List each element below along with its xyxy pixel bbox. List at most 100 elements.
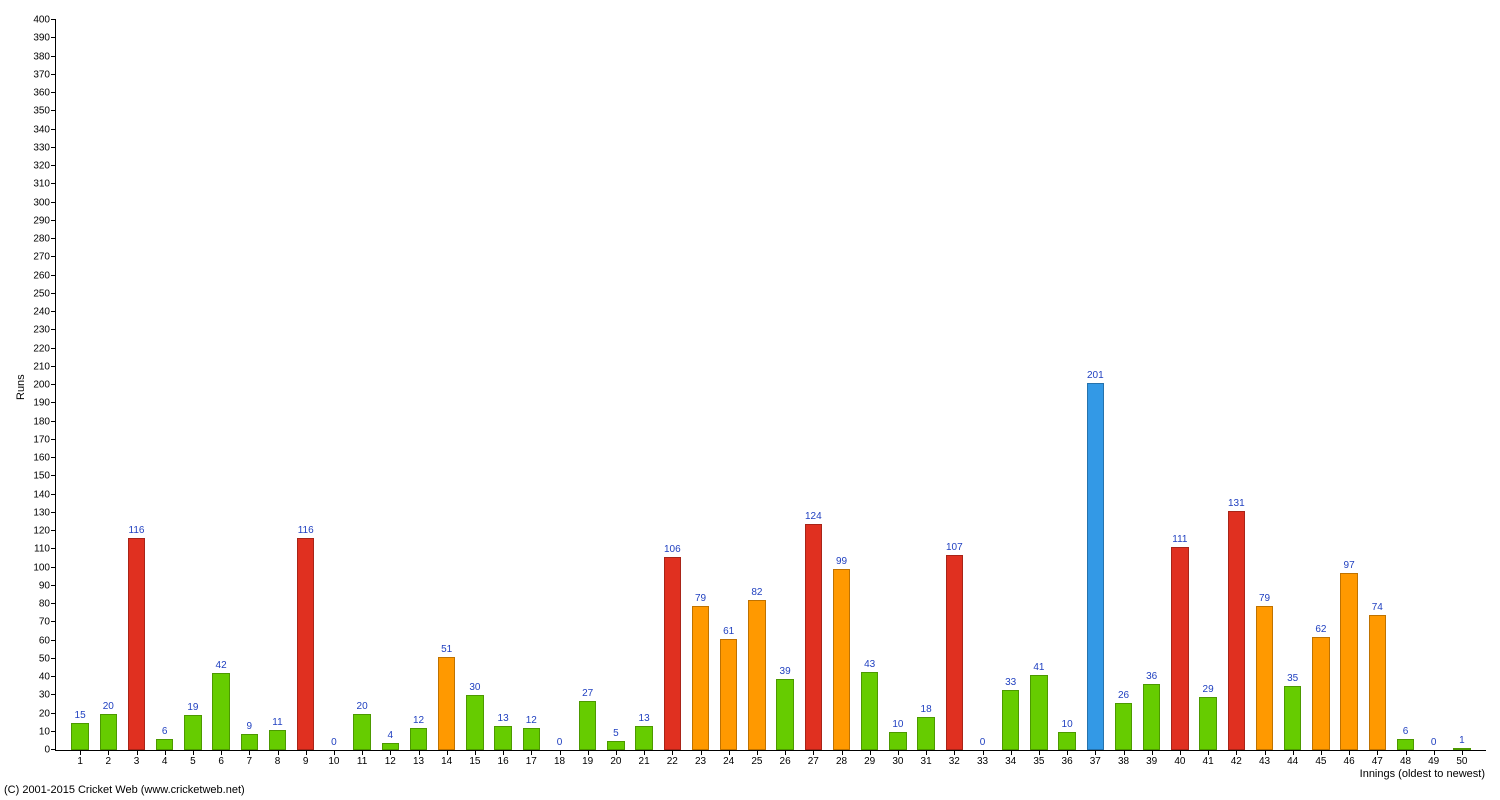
bar-value-label: 111 [1172,534,1187,545]
y-tick-label: 70 [39,617,56,628]
bar-value-label: 106 [664,544,681,555]
y-tick-mark [51,749,56,750]
bar [1312,637,1329,750]
y-tick-label: 360 [33,88,56,99]
bar-value-label: 10 [1062,719,1073,730]
x-tick-label: 25 [751,750,762,767]
y-tick-label: 210 [33,361,56,372]
bar-value-label: 6 [1403,726,1409,737]
y-tick-mark [51,366,56,367]
bar-value-label: 19 [187,702,198,713]
bar-value-label: 12 [413,715,424,726]
y-tick-label: 380 [33,51,56,62]
bar [353,714,370,751]
bar [635,726,652,750]
x-tick-label: 5 [190,750,196,767]
x-tick-label: 22 [667,750,678,767]
y-tick-label: 110 [34,544,56,555]
x-tick-label: 24 [723,750,734,767]
y-tick-label: 200 [33,380,56,391]
bar-value-label: 35 [1287,673,1298,684]
x-tick-label: 41 [1203,750,1214,767]
y-tick-label: 270 [33,252,56,263]
y-tick-mark [51,494,56,495]
bar [466,695,483,750]
y-tick-label: 0 [44,745,56,756]
y-tick-mark [51,129,56,130]
bar [1284,686,1301,750]
plot-area: 0102030405060708090100110120130140150160… [55,20,1486,751]
bar-value-label: 33 [1005,677,1016,688]
y-tick-label: 290 [33,215,56,226]
bar-value-label: 74 [1372,602,1383,613]
bar [410,728,427,750]
bar [917,717,934,750]
y-tick-mark [51,293,56,294]
y-tick-mark [51,530,56,531]
x-tick-label: 17 [526,750,537,767]
x-tick-label: 6 [218,750,224,767]
x-tick-label: 38 [1118,750,1129,767]
bar [1228,511,1245,750]
y-tick-mark [51,275,56,276]
y-tick-mark [51,475,56,476]
y-tick-mark [51,165,56,166]
y-tick-mark [51,37,56,38]
y-tick-label: 20 [39,708,56,719]
y-tick-mark [51,512,56,513]
y-axis-label: Runs [15,374,27,400]
bar [382,743,399,750]
bar [1087,383,1104,750]
bar-value-label: 6 [162,726,168,737]
x-tick-label: 12 [385,750,396,767]
bar [494,726,511,750]
y-tick-label: 180 [33,416,56,427]
y-tick-label: 190 [33,398,56,409]
y-tick-mark [51,183,56,184]
y-tick-label: 320 [33,161,56,172]
x-tick-label: 13 [413,750,424,767]
y-tick-mark [51,402,56,403]
x-tick-label: 20 [610,750,621,767]
x-tick-label: 34 [1005,750,1016,767]
y-tick-label: 250 [33,288,56,299]
bar-value-label: 1 [1459,735,1465,746]
bar [946,555,963,750]
bar [1453,748,1470,750]
y-tick-mark [51,238,56,239]
x-tick-label: 9 [303,750,309,767]
bar-value-label: 99 [836,556,847,567]
bar [579,701,596,750]
bar [1058,732,1075,750]
bar-value-label: 124 [805,511,822,522]
x-tick-label: 3 [134,750,140,767]
y-tick-mark [51,202,56,203]
bar-value-label: 79 [695,593,706,604]
y-tick-label: 100 [33,562,56,573]
bar [861,672,878,750]
x-tick-label: 11 [357,750,367,767]
y-tick-mark [51,110,56,111]
x-tick-label: 16 [498,750,509,767]
y-tick-label: 230 [33,325,56,336]
bar [297,538,314,750]
y-tick-mark [51,92,56,93]
bar-value-label: 4 [388,730,394,741]
copyright-footer: (C) 2001-2015 Cricket Web (www.cricketwe… [4,784,245,796]
x-axis-label: Innings (oldest to newest) [1360,768,1485,780]
bar-value-label: 20 [357,701,368,712]
x-tick-label: 27 [808,750,819,767]
x-tick-label: 40 [1174,750,1185,767]
y-tick-label: 340 [33,124,56,135]
y-tick-label: 400 [33,15,56,26]
y-tick-label: 300 [33,197,56,208]
y-tick-mark [51,439,56,440]
bar-value-label: 0 [557,737,563,748]
y-tick-mark [51,676,56,677]
bar-value-label: 82 [751,587,762,598]
y-tick-mark [51,640,56,641]
bar-value-label: 9 [247,721,253,732]
bar-value-label: 107 [946,542,963,553]
x-tick-label: 23 [695,750,706,767]
bar-value-label: 62 [1315,624,1326,635]
